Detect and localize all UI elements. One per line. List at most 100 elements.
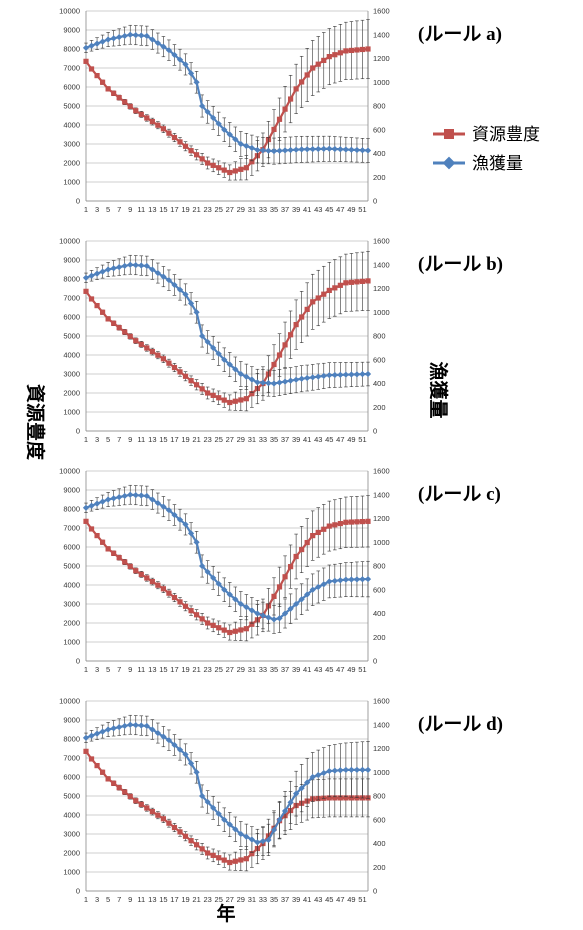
x-tick-label: 23 [203, 205, 211, 214]
data-point [193, 842, 200, 848]
data-point [293, 376, 300, 383]
series-abundance [83, 19, 371, 181]
data-point [321, 291, 327, 297]
x-tick-label: 1 [84, 665, 88, 674]
data-point [232, 168, 238, 174]
data-point [276, 816, 283, 823]
data-point [88, 42, 95, 49]
data-point [83, 748, 89, 754]
data-point [182, 603, 189, 609]
data-point [332, 52, 338, 58]
data-point [326, 578, 333, 585]
y-left-tick-label: 1000 [63, 408, 80, 417]
data-point [287, 377, 294, 384]
data-point [254, 839, 261, 846]
x-tick-label: 37 [281, 435, 289, 444]
x-tick-label: 13 [148, 435, 156, 444]
series-catch [82, 484, 372, 634]
data-point [94, 73, 100, 79]
x-tick-label: 43 [314, 205, 322, 214]
x-tick-label: 43 [314, 895, 322, 904]
data-point [353, 146, 361, 154]
data-point [177, 369, 183, 375]
data-point [343, 795, 349, 801]
data-point [127, 31, 134, 38]
data-point [365, 46, 371, 52]
data-point [226, 131, 233, 138]
data-point [199, 386, 205, 392]
data-point [193, 769, 200, 776]
data-point [281, 610, 289, 617]
data-point [287, 332, 294, 338]
y-left-axis-title: 資源豊度 [24, 384, 47, 461]
panel-label: (ルール d) [418, 714, 503, 735]
data-point [232, 858, 238, 864]
data-point [138, 341, 144, 347]
y-right-axis-title: 漁獲量 [427, 361, 450, 418]
data-point [122, 99, 128, 105]
y-left-tick-label: 8000 [63, 735, 80, 744]
data-point [199, 156, 205, 162]
y-left-tick-label: 3000 [63, 370, 80, 379]
x-tick-label: 29 [237, 435, 245, 444]
data-point [221, 627, 227, 633]
data-point [265, 614, 272, 621]
y-left-tick-label: 7000 [63, 64, 80, 73]
x-tick-label: 47 [336, 895, 344, 904]
data-point [116, 724, 123, 731]
data-point [210, 114, 217, 121]
data-point [82, 274, 90, 281]
data-point [348, 576, 355, 583]
x-tick-label: 45 [325, 895, 333, 904]
data-point [276, 379, 283, 386]
x-tick-label: 51 [358, 665, 366, 674]
data-point [304, 539, 310, 546]
x-tick-label: 29 [237, 665, 245, 674]
data-point [276, 584, 283, 590]
y-right-tick-label: 1600 [373, 697, 390, 706]
x-tick-label: 25 [215, 205, 223, 214]
data-point [99, 728, 106, 735]
data-point [133, 108, 139, 114]
data-point [326, 54, 332, 60]
data-point [160, 586, 167, 592]
data-point [271, 593, 277, 599]
data-point [332, 285, 338, 291]
x-tick-label: 15 [159, 665, 167, 674]
x-tick-label: 19 [181, 435, 189, 444]
x-tick-label: 49 [347, 895, 355, 904]
y-right-tick-label: 1200 [373, 284, 390, 293]
data-point [342, 146, 349, 153]
y-right-tick-label: 400 [373, 839, 386, 848]
y-right-tick-label: 400 [373, 379, 386, 388]
data-point [99, 38, 106, 45]
y-left-tick-label: 8000 [63, 275, 80, 284]
data-point [166, 360, 172, 366]
data-point [132, 32, 139, 39]
data-point [122, 559, 128, 565]
x-tick-label: 27 [226, 665, 234, 674]
y-left-tick-label: 9000 [63, 486, 80, 495]
x-tick-label: 3 [95, 895, 99, 904]
data-point [287, 96, 294, 102]
data-point [155, 812, 161, 818]
data-point [276, 116, 283, 122]
x-tick-label: 35 [270, 665, 278, 674]
data-point [182, 373, 189, 379]
data-point [138, 262, 145, 269]
data-point [298, 375, 305, 382]
y-right-tick-label: 1000 [373, 308, 390, 317]
data-point [82, 504, 90, 511]
x-tick-label: 49 [347, 205, 355, 214]
y-left-tick-label: 10000 [59, 237, 80, 246]
data-point [182, 751, 189, 758]
data-point [177, 829, 183, 835]
x-tick-label: 29 [237, 895, 245, 904]
y-right-tick-label: 1600 [373, 237, 390, 246]
y-right-tick-label: 200 [373, 633, 386, 642]
x-tick-label: 11 [137, 895, 145, 904]
data-point [343, 48, 349, 54]
legend-catch-label: 漁獲量 [472, 154, 523, 174]
data-point [116, 494, 123, 501]
data-point [353, 371, 361, 378]
